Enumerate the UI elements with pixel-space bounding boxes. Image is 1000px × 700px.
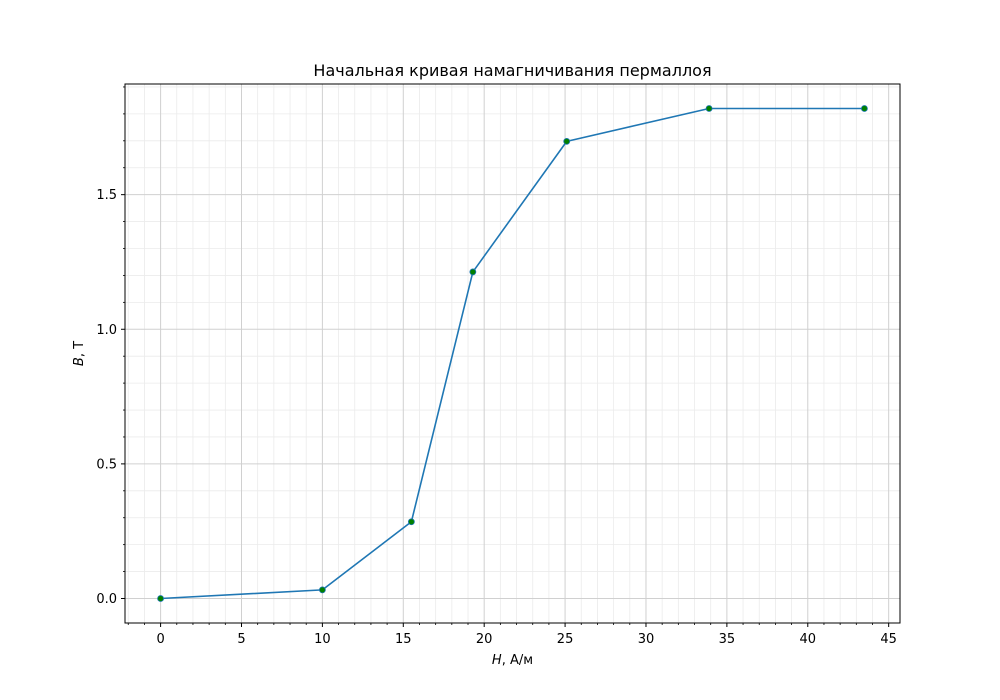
y-tick-label: 1.5: [96, 188, 117, 203]
x-tick-label: 5: [237, 632, 245, 647]
data-point: [563, 137, 571, 145]
x-tick-label: 45: [880, 632, 897, 647]
series-layer: [157, 105, 868, 602]
y-tick-label: 0.0: [96, 592, 117, 607]
y-axis-variable: B: [72, 357, 87, 366]
x-tick-label: 35: [719, 632, 736, 647]
data-point: [705, 105, 713, 112]
x-tick-label: 40: [800, 632, 817, 647]
x-tick-label: 15: [395, 632, 412, 647]
x-tick-label: 10: [314, 632, 331, 647]
y-tick-label: 0.5: [96, 457, 117, 472]
x-tick-label: 0: [156, 632, 164, 647]
data-point: [861, 105, 868, 112]
data-point: [469, 268, 477, 276]
x-axis-unit: , А/м: [502, 653, 533, 668]
x-tick-label: 30: [638, 632, 655, 647]
y-axis: 0.0 0.5 1.0 1.5: [96, 86, 125, 607]
y-tick-label: 1.0: [96, 323, 117, 338]
data-point: [407, 518, 415, 526]
x-axis: 0 5 10 15 20 25 30 35 40 45: [127, 623, 897, 647]
minor-grid: [125, 84, 900, 623]
x-axis-label: H, А/м: [492, 653, 533, 668]
plot-frame: [124, 83, 901, 624]
major-grid: [125, 84, 900, 623]
chart-title: Начальная кривая намагничивания пермалло…: [313, 61, 711, 80]
data-point: [157, 595, 164, 602]
data-point: [318, 586, 326, 594]
y-axis-unit: , Т: [72, 341, 87, 357]
x-tick-label: 20: [476, 632, 493, 647]
x-tick-label: 25: [557, 632, 574, 647]
x-axis-variable: H: [492, 653, 502, 668]
y-axis-label: B, Т: [72, 341, 87, 366]
